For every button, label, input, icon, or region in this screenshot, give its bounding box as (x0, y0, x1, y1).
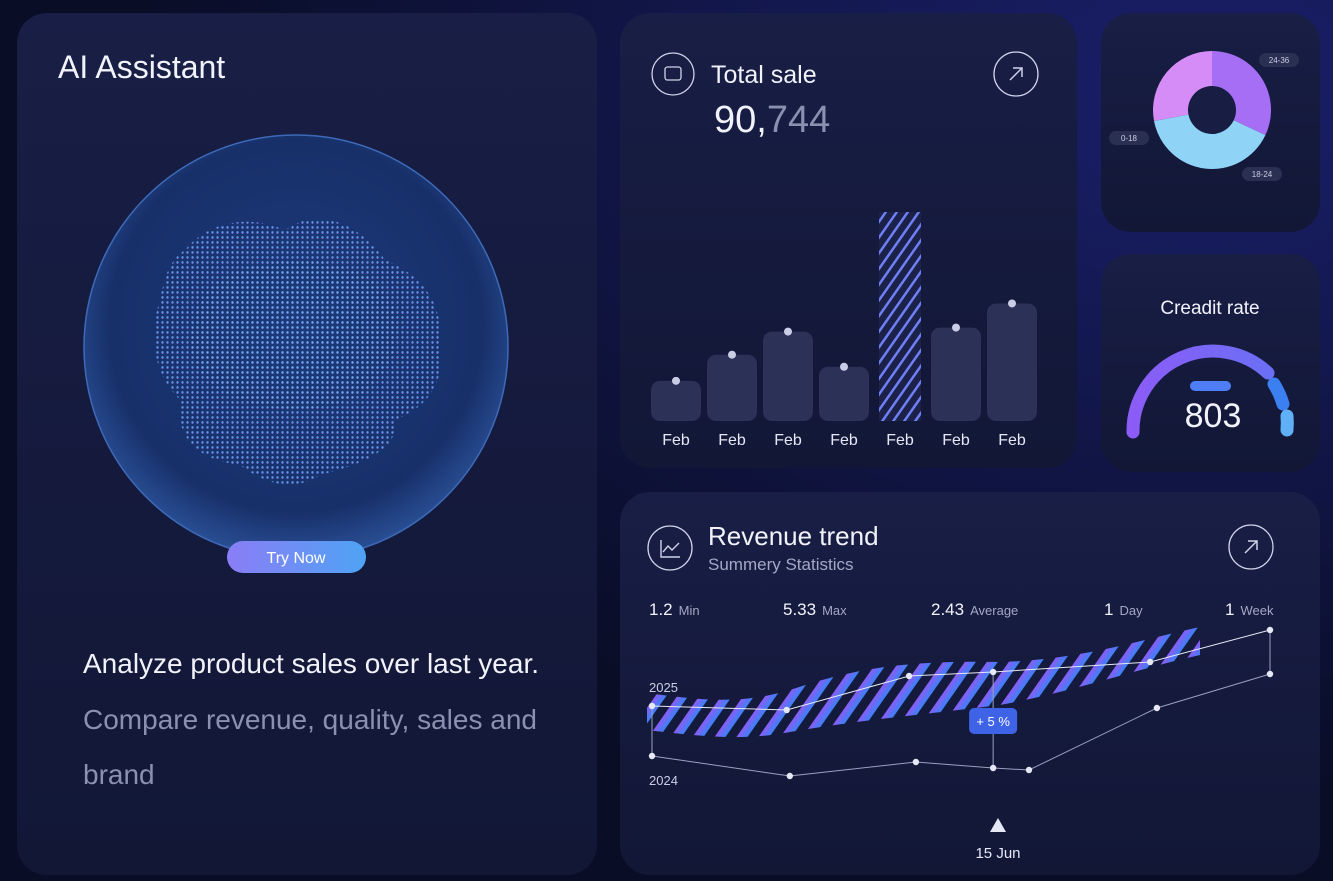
bar-dot (784, 327, 792, 336)
x-tick-label: Feb (718, 432, 746, 449)
credit-title: Creadit rate (1160, 298, 1259, 319)
sales-value: 90,744 (714, 99, 830, 141)
line-point (989, 668, 997, 676)
credit-value: 803 (1185, 397, 1242, 435)
line-point (905, 672, 913, 680)
stat: 1.2 Min (649, 600, 700, 619)
try-now-button[interactable] (227, 541, 366, 573)
donut-label-pill (1242, 167, 1282, 181)
donut-label-pill (1109, 131, 1149, 145)
stat-value: 1.2 (649, 600, 673, 619)
revenue-title: Revenue trend (708, 521, 879, 551)
series-label: 2025 (649, 680, 678, 695)
revenue-subtitle: Summery Statistics (708, 555, 853, 574)
line-point (1153, 704, 1161, 712)
donut-hole (1188, 86, 1236, 134)
try-now-label[interactable]: Try Now (267, 550, 326, 567)
x-tick-label: Feb (830, 432, 858, 449)
bar-dot (840, 362, 848, 371)
sales-title: Total sale (711, 61, 817, 89)
slider-label: 15 Jun (975, 845, 1020, 862)
sales-value-muted: 744 (767, 99, 830, 141)
line-point (1266, 626, 1274, 634)
stat: 1 Day (1104, 600, 1143, 619)
description-highlight: Analyze product sales over last year. (83, 648, 540, 679)
ai-description: Analyze product sales over last year. Co… (83, 636, 545, 803)
ai-title: AI Assistant (58, 49, 225, 85)
line-point (648, 702, 656, 710)
gauge-segment (1267, 377, 1290, 411)
stat: 5.33 Max (783, 600, 847, 619)
stat-label: Day (1119, 603, 1143, 618)
trend-icon (647, 525, 693, 571)
trend-glyph (660, 540, 680, 558)
stat-label: Min (679, 603, 700, 618)
annotation-box (969, 708, 1018, 734)
donut-label: 24-36 (1269, 56, 1290, 65)
line-point (648, 752, 656, 760)
stat-value: 1 (1104, 600, 1113, 619)
stat-label: Max (822, 603, 847, 618)
description-muted: Compare revenue, quality, sales and bran… (83, 703, 537, 791)
bar (707, 354, 757, 421)
wallet-glyph (664, 66, 682, 81)
bar-dot (952, 323, 960, 332)
line-point (912, 758, 920, 766)
open-arrow (1009, 67, 1023, 81)
slider-handle[interactable] (990, 818, 1006, 832)
donut-slice (1154, 114, 1266, 169)
bar (931, 327, 981, 421)
line (651, 629, 1271, 711)
line-point (1266, 670, 1274, 678)
open-button[interactable] (1228, 524, 1274, 570)
bar (987, 303, 1037, 421)
stat-label: Week (1240, 603, 1273, 618)
line-point (1146, 658, 1154, 666)
bar (763, 331, 813, 421)
gauge-badge (1190, 381, 1231, 391)
x-tick-label: Feb (998, 432, 1026, 449)
donut-label-pill (1259, 53, 1299, 67)
x-tick-label: Feb (662, 432, 690, 449)
series-label: 2024 (649, 773, 678, 788)
dot-blob-core (190, 260, 398, 410)
wallet-icon (651, 52, 695, 96)
stat: 2.43 Average (931, 600, 1018, 619)
line-point (783, 706, 790, 714)
bar (819, 366, 869, 421)
sales-value-main: 90, (714, 99, 767, 141)
line-point (989, 764, 997, 772)
credit-card (1101, 254, 1320, 472)
open-arrow (1244, 540, 1258, 554)
donut-label: 18-24 (1252, 170, 1273, 179)
stat-label: Average (970, 603, 1018, 618)
x-tick-label: Feb (774, 432, 802, 449)
stat-value: 2.43 (931, 600, 964, 619)
x-tick-label: Feb (942, 432, 970, 449)
donut-slice (1153, 51, 1212, 122)
bar-dot (728, 350, 736, 359)
stat-value: 1 (1225, 600, 1234, 619)
gauge-arc (1126, 344, 1275, 439)
bar (879, 212, 921, 421)
stat-value: 5.33 (783, 600, 816, 619)
bar (651, 380, 701, 421)
donut-slice (1212, 51, 1271, 136)
open-button[interactable] (993, 51, 1039, 97)
x-tick-label: Feb (886, 432, 914, 449)
line-point (1025, 766, 1033, 774)
bar-dot (672, 376, 680, 385)
stat: 1 Week (1225, 600, 1274, 619)
annotation: + 5 % (976, 714, 1010, 729)
bar-dot (1008, 299, 1016, 308)
line-point (786, 772, 794, 780)
donut-label: 0-18 (1121, 134, 1138, 143)
